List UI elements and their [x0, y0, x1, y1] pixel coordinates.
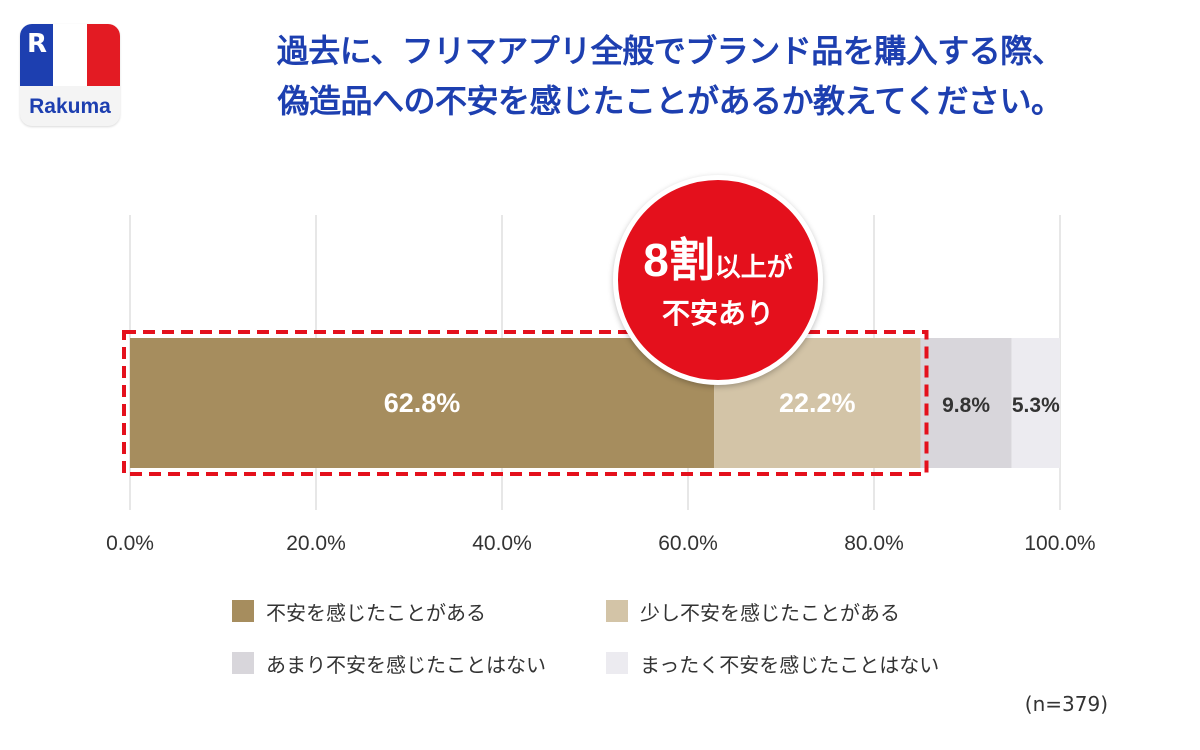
legend-swatch	[606, 652, 628, 674]
logo-flag	[20, 24, 120, 86]
x-tick-label: 0.0%	[106, 532, 154, 555]
callout-big-text: 8割	[643, 234, 715, 286]
stacked-bar-chart: 0.0% 20.0% 40.0% 60.0% 80.0% 100.0% 62.8% 22.2%…	[106, 215, 1096, 555]
chart-legend: 不安を感じたことがある 少し不安を感じたことがある あまり不安を感じたことはない…	[232, 595, 1032, 685]
x-tick-label: 40.0%	[472, 532, 532, 555]
logo-text: Rakuma	[29, 95, 111, 118]
data-label: 62.8%	[384, 388, 461, 418]
bar-segment	[920, 338, 1012, 468]
sample-size: (n=379)	[1024, 692, 1108, 716]
legend-swatch	[232, 652, 254, 674]
legend-label: まったく不安を感じたことはない	[640, 652, 940, 677]
legend-swatch	[606, 600, 628, 622]
callout-small-text: 以上が	[714, 253, 793, 283]
legend-label: あまり不安を感じたことはない	[266, 652, 546, 677]
callout-line-2: 不安あり	[661, 297, 774, 330]
x-tick-label: 80.0%	[844, 532, 904, 555]
legend-item: 不安を感じたことがある	[232, 595, 486, 627]
bar-segment	[130, 338, 715, 468]
legend-swatch	[232, 600, 254, 622]
data-label: 5.3%	[1012, 394, 1060, 417]
data-label: 9.8%	[942, 394, 990, 417]
legend-item: まったく不安を感じたことはない	[606, 647, 939, 679]
logo-mark: R	[27, 29, 48, 59]
legend-label: 少し不安を感じたことがある	[640, 600, 900, 625]
x-tick-label: 100.0%	[1024, 532, 1095, 555]
legend-item: あまり不安を感じたことはない	[232, 647, 546, 679]
rakuma-logo: R Rakuma	[20, 24, 120, 126]
chart-title: 過去に、フリマアプリ全般でブランド品を購入する際、 偽造品への不安を感じたことが…	[150, 26, 1190, 130]
x-tick-label: 60.0%	[658, 532, 718, 555]
title-line-1: 過去に、フリマアプリ全般でブランド品を購入する際、	[276, 32, 1064, 70]
title-line-2: 偽造品への不安を感じたことがあるか教えてください。	[277, 82, 1063, 120]
legend-item: 少し不安を感じたことがある	[606, 595, 900, 627]
bar-segment	[1011, 338, 1060, 468]
x-tick-label: 20.0%	[286, 532, 346, 555]
callout-badge: 8割以上が 不安あり	[613, 175, 823, 385]
data-label: 22.2%	[779, 388, 856, 418]
legend-label: 不安を感じたことがある	[266, 600, 486, 625]
highlight-box	[122, 330, 929, 476]
